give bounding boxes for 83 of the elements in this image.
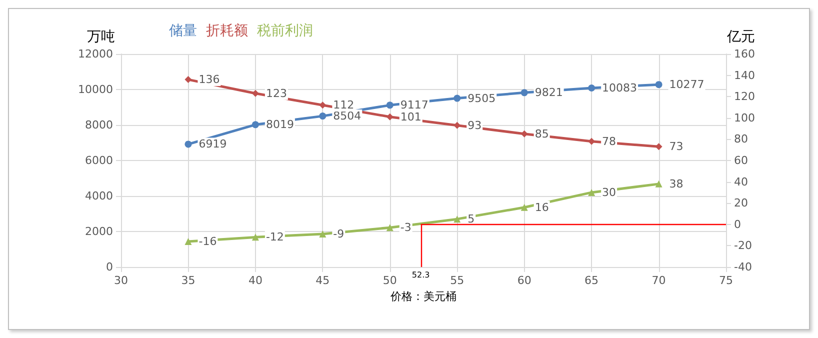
point [588,84,596,92]
data-label: -12 [266,230,284,244]
point [386,224,394,232]
text: 储量 [169,23,197,39]
point [252,234,259,241]
data-label: 16 [534,200,549,214]
data-label: 101 [400,110,422,124]
data-label: 136 [198,73,220,86]
y2-tick-label: 80 [734,132,748,146]
point [184,238,192,245]
point [386,113,394,120]
data-label: 30 [602,186,616,199]
x-tick-label: 75 [719,274,733,287]
point [655,180,662,188]
y-tick-label: 8000 [85,118,113,132]
point [520,130,528,138]
data-label: 73 [669,140,684,154]
data-label: -9 [333,227,344,240]
y2-tick-label: 160 [734,48,755,60]
x-tick-label: 35 [181,274,196,287]
data-label: -3 [400,221,412,234]
y2-tick-label: 0 [734,218,741,231]
point [252,121,259,128]
y-tick-label: 12000 [78,48,113,60]
y2-tick-label: 120 [734,90,755,104]
point [454,122,461,129]
data-label: 8504 [333,110,362,123]
y-tick-label: 2000 [85,225,113,238]
point [319,230,326,238]
y-tick-label: 6000 [85,154,113,167]
y2-tick-label: -20 [734,239,752,252]
point [319,112,326,120]
point [454,94,461,102]
x-tick-label: 70 [652,274,666,287]
y2-tick-label: 40 [734,175,748,188]
data-label: 85 [534,127,549,140]
point [655,143,662,150]
x-tick-label: 60 [517,274,532,287]
y2-tick-label: 100 [734,111,755,124]
x-tick-label: 40 [248,274,262,287]
data-label: 93 [468,118,482,132]
text: 税前利润 [257,23,313,39]
point [184,140,192,148]
x-tick-label: 55 [450,274,464,287]
data-label: 6919 [198,138,227,151]
point [588,188,596,196]
data-label: 9117 [400,98,428,112]
y-tick-label: 0 [106,260,113,274]
y2-tick-label: 20 [734,196,748,210]
point [184,76,192,84]
y-axis-title: 万吨 [87,29,115,45]
point [386,102,394,109]
x-tick-label: 50 [382,274,397,287]
point [454,216,461,223]
data-label: 9505 [468,92,496,105]
y2-tick-label: 140 [734,68,755,82]
data-label: 10083 [602,82,638,95]
x-tick-label: 65 [584,274,599,287]
data-label: 9821 [534,86,563,100]
data-label: 112 [333,98,354,112]
x-tick-label: 30 [114,274,128,287]
y-tick-label: 4000 [85,190,113,202]
text: 折耗额 [206,23,248,39]
point [319,102,326,109]
point [655,81,662,88]
data-label: 38 [669,177,684,190]
data-label: 10277 [669,78,704,92]
data-label: 78 [602,134,616,148]
y2-tick-label: -40 [734,260,752,274]
data-label: -16 [198,234,217,248]
point [520,204,528,211]
point [588,138,596,145]
ref-line-label: 52.3 [412,270,430,280]
y2-axis-title: 亿元 [726,29,755,45]
data-label: 8019 [266,118,294,132]
x-axis-title: 价格：美元桶 [390,290,456,303]
data-label: 5 [468,212,475,226]
data-label: 123 [266,86,287,100]
y2-tick-label: 60 [734,154,748,167]
point [520,89,528,96]
y-tick-label: 10000 [78,83,113,96]
point [252,90,259,97]
x-tick-label: 45 [316,274,330,287]
